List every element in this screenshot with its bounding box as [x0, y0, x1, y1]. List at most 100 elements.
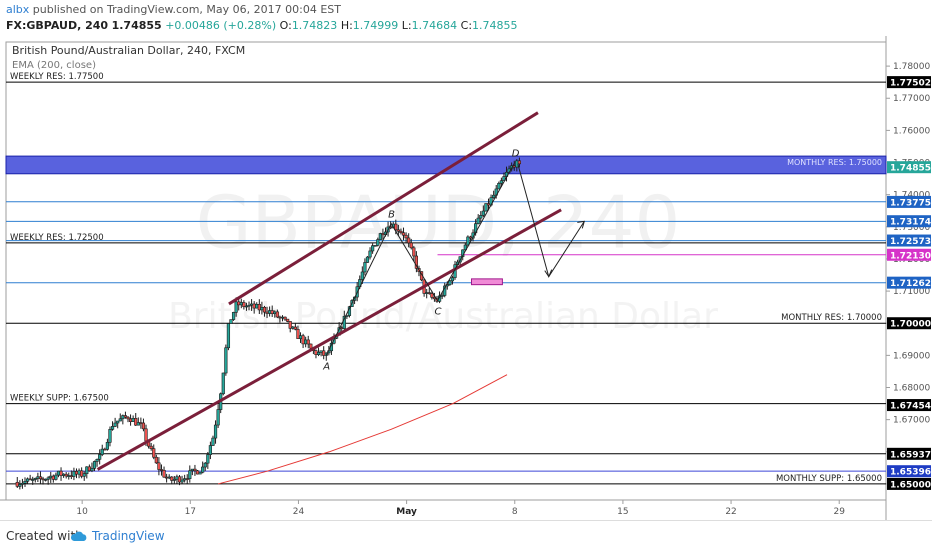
- candle-body-105: [286, 318, 290, 322]
- pattern-point-C: C: [435, 307, 442, 318]
- candle-body-43: [126, 416, 130, 420]
- candle-body-95: [260, 306, 264, 311]
- monthly-resistance-zone: [5, 155, 887, 175]
- candle-body-21: [69, 475, 73, 477]
- close-label: C:: [460, 19, 473, 32]
- x-tick-label-2: 24: [293, 507, 305, 517]
- projection-arrow-up: [577, 220, 585, 229]
- candle-body-75: [208, 445, 212, 455]
- y-tick-label-9: 1.74000: [893, 191, 930, 201]
- published-line: albx published on TradingView.com, May 0…: [6, 3, 341, 16]
- price-change: +0.00486 (+0.28%): [165, 19, 277, 32]
- candle-body-39: [116, 420, 120, 424]
- candle-body-15: [54, 474, 58, 480]
- candle-body-72: [201, 466, 205, 473]
- level-label-1: WEEKLY RES: 1.72500: [10, 233, 104, 243]
- candle-body-117: [316, 352, 321, 355]
- candle-body-86: [237, 301, 241, 306]
- candle-body-81: [224, 347, 228, 374]
- open-value: 1.74823: [291, 19, 338, 32]
- candle-body-84: [231, 312, 236, 320]
- high-label: H:: [340, 19, 353, 32]
- low-label: L:: [401, 19, 412, 32]
- candle-body-63: [177, 476, 182, 483]
- price-badge-0: [887, 76, 931, 89]
- candle-body-180: [479, 215, 483, 219]
- candle-body-106: [288, 321, 292, 329]
- price-badge-1: [887, 161, 931, 174]
- price-badge-text-0: 1.77502: [890, 79, 931, 89]
- candle-body-194: [515, 160, 519, 168]
- channel-lower-line: [96, 208, 562, 471]
- candle-body-168: [448, 280, 452, 285]
- candle-body-70: [195, 470, 200, 475]
- level-label-4: MONTHLY SUPP: 1.65000: [776, 474, 882, 484]
- candle-body-103: [280, 316, 285, 319]
- price-badge-text-9: 1.65937: [890, 450, 931, 460]
- tradingview-cloud-icon: [70, 531, 87, 541]
- open-label: O:: [279, 19, 292, 32]
- price-badge-text-1: 1.74855: [890, 164, 931, 174]
- level-label-0: WEEKLY RES: 1.77500: [10, 72, 104, 82]
- candle-body-91: [249, 303, 254, 306]
- candle-body-161: [430, 293, 434, 298]
- tradingview-brand-link[interactable]: TradingView: [92, 529, 165, 543]
- candle-body-76: [211, 437, 215, 446]
- last-price: 1.74855: [111, 19, 162, 32]
- candle-body-153: [409, 242, 413, 249]
- candle-body-64: [180, 479, 184, 483]
- x-tick-label-5: 15: [617, 507, 628, 517]
- candle-body-179: [476, 217, 480, 224]
- author-link[interactable]: albx: [6, 3, 30, 16]
- candle-body-33: [100, 448, 104, 455]
- candle-body-74: [206, 454, 210, 464]
- level-label-3: WEEKLY SUPP: 1.67500: [10, 394, 109, 404]
- y-tick-label-11: 1.76000: [893, 126, 930, 136]
- candle-body-120: [324, 352, 328, 356]
- candle-body-151: [404, 234, 408, 239]
- candle-body-20: [67, 475, 71, 477]
- price-badge-text-4: 1.72573: [890, 237, 931, 247]
- close-value: 1.74855: [472, 19, 518, 32]
- candle-body-149: [399, 230, 403, 233]
- candle-body-55: [157, 462, 161, 470]
- price-badge-text-5: 1.72130: [890, 251, 931, 261]
- candle-body-97: [265, 311, 269, 314]
- candle-body-92: [252, 303, 256, 309]
- candle-body-165: [440, 295, 444, 297]
- candle-body-48: [139, 422, 143, 424]
- candle-body-38: [113, 422, 117, 427]
- candle-body-113: [306, 339, 310, 345]
- candle-body-78: [216, 409, 220, 426]
- price-chart[interactable]: GBPAUD, 240 British Pound/Australian Doll…: [0, 36, 932, 520]
- candle-body-24: [77, 470, 81, 475]
- candle-body-181: [481, 210, 485, 216]
- candle-body-8: [36, 476, 40, 479]
- channel-upper-line: [228, 111, 539, 306]
- price-badge-3: [887, 215, 931, 228]
- candle-body-53: [152, 448, 156, 458]
- x-tick-label-6: 22: [725, 507, 736, 517]
- projection-arrow-down: [544, 269, 553, 278]
- candle-body-126: [340, 327, 344, 329]
- candle-body-26: [82, 473, 86, 477]
- candle-body-62: [175, 476, 179, 480]
- candle-body-68: [190, 468, 194, 472]
- plot-area: [5, 41, 887, 501]
- candle-body-114: [309, 343, 313, 349]
- candle-body-12: [46, 477, 50, 480]
- candle-body-83: [229, 319, 233, 324]
- price-badge-4: [887, 234, 931, 247]
- candle-body-61: [172, 478, 176, 481]
- candle-body-182: [484, 203, 488, 212]
- candle-body-138: [371, 245, 375, 252]
- candle-body-56: [159, 469, 164, 471]
- price-badge-2: [887, 195, 931, 208]
- price-badge-7: [887, 317, 931, 330]
- low-value: 1.74684: [411, 19, 458, 32]
- candle-body-141: [378, 233, 382, 240]
- candle-body-104: [283, 316, 287, 320]
- footer: Created with TradingView: [0, 520, 932, 551]
- candle-body-28: [87, 466, 91, 472]
- candle-body-5: [28, 478, 32, 481]
